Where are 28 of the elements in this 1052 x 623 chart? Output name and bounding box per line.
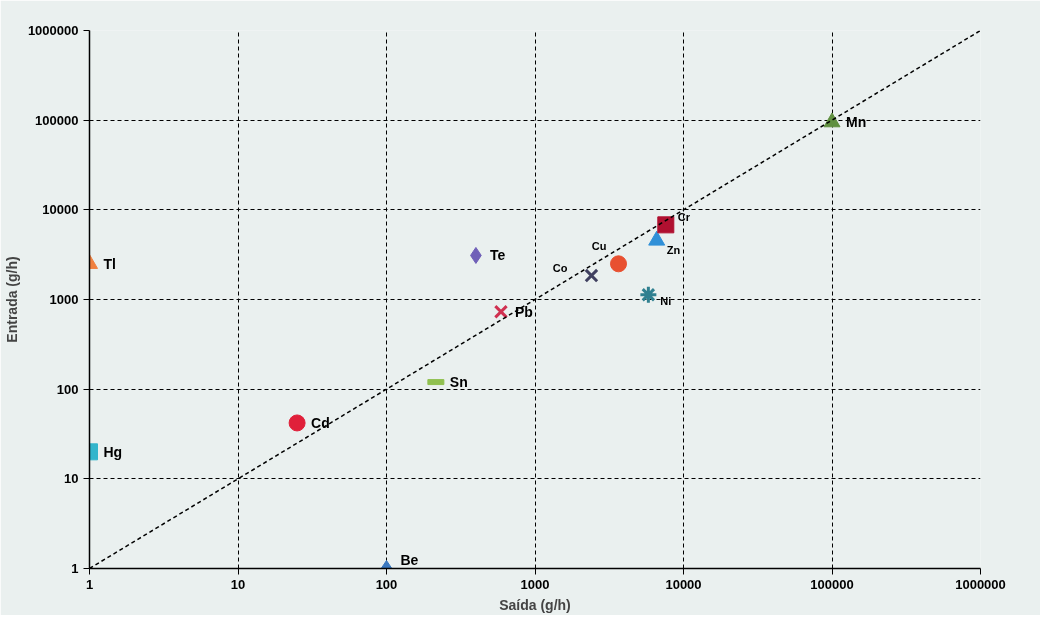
- y-tick-label: 100: [56, 381, 79, 397]
- x-tick-label: 1: [85, 576, 94, 592]
- y-tick-label: 1000: [49, 292, 79, 307]
- x-axis-title: Saída (g/h): [499, 596, 571, 613]
- series-label: Hg: [103, 443, 123, 460]
- series-label: Tl: [103, 255, 116, 272]
- series-label: Sn: [449, 374, 468, 391]
- y-tick-label: 100000: [35, 112, 79, 128]
- series-label: Be: [400, 551, 419, 568]
- y-tick-label: 1: [71, 561, 79, 576]
- y-tick-label: 10: [64, 471, 79, 487]
- series-label: Pb: [514, 303, 533, 320]
- x-tick-label: 100: [375, 576, 398, 592]
- series-label: Cr: [677, 210, 691, 223]
- series-label: Cu: [591, 239, 607, 252]
- series-label: Ni: [660, 294, 672, 307]
- series-label: Zn: [666, 244, 681, 257]
- series-label: Co: [552, 261, 568, 274]
- y-tick-label: 1000000: [27, 23, 79, 38]
- x-tick-label: 100000: [810, 576, 854, 592]
- x-tick-label: 1000: [520, 576, 550, 592]
- x-tick-label: 1000000: [955, 576, 1006, 592]
- series-label: Te: [489, 247, 506, 264]
- x-tick-label: 10000: [665, 576, 702, 592]
- series-label: Cd: [311, 414, 330, 431]
- y-tick-label: 10000: [42, 202, 79, 218]
- x-tick-label: 10: [230, 576, 246, 592]
- y-axis-title: Entrada (g/h): [3, 256, 20, 343]
